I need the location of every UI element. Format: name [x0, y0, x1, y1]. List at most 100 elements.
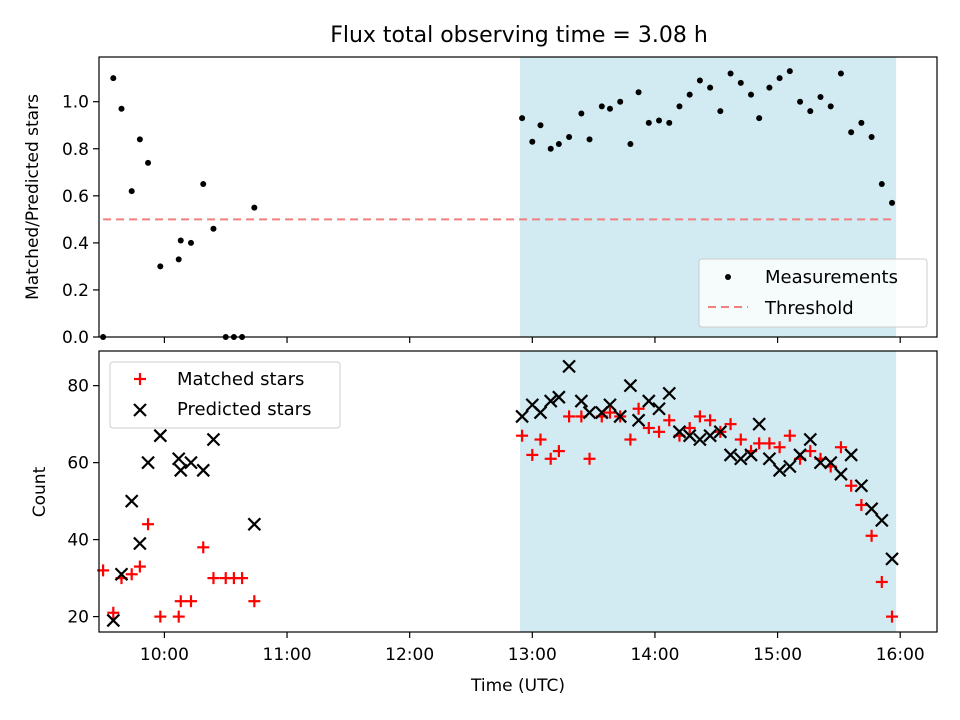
measurement-point: [817, 94, 824, 100]
measurement-point: [547, 145, 554, 152]
measurement-point: [555, 141, 562, 148]
measurement-point: [175, 256, 182, 263]
x-tick-label: 12:00: [385, 645, 434, 665]
measurement-point: [878, 181, 885, 188]
measurement-point: [766, 84, 773, 91]
matched-star-point: [693, 410, 706, 423]
predicted-star-point: [173, 463, 188, 478]
ratio-plot-frame: [98, 56, 938, 338]
y-tick-label: 0.0: [62, 328, 89, 348]
count-y-axis: 20 40 60 80: [67, 377, 99, 628]
measurement-point: [529, 138, 536, 145]
matched-star-point: [624, 433, 637, 446]
predicted-star-point: [582, 405, 597, 420]
measurement-point: [251, 204, 258, 211]
matched-star-point: [125, 568, 138, 581]
measurement-point: [837, 70, 844, 77]
matched-star-point: [783, 429, 796, 442]
measurement-point: [707, 84, 714, 91]
measurement-point: [868, 134, 875, 140]
predicted-star-point: [803, 432, 818, 447]
x-tick-label: 13:00: [508, 645, 557, 665]
predicted-star-point: [247, 517, 262, 531]
measurement-point: [889, 199, 896, 206]
measurement-point: [737, 79, 744, 86]
measurements-legend-marker: [725, 274, 731, 280]
measurement-point: [656, 117, 663, 124]
predicted-star-point: [713, 425, 728, 439]
measurement-point: [566, 134, 573, 140]
predicted-star-point: [844, 448, 858, 462]
matched-star-point: [552, 445, 565, 458]
y-tick-label: 1.0: [62, 93, 89, 113]
measurement-point: [578, 110, 585, 117]
figure-title: Flux total observing time = 3.08 h: [330, 23, 708, 48]
ratio-legend: Measurements Threshold: [698, 258, 928, 328]
measurement-point: [586, 136, 593, 143]
matched-star-point: [534, 433, 547, 446]
y-tick-label: 0.4: [62, 234, 89, 254]
predicted-star-point: [574, 394, 589, 408]
threshold-legend-label: Threshold: [764, 298, 854, 319]
matched-legend-glyph: [134, 373, 146, 385]
predicted-star-point: [875, 513, 889, 528]
matched-star-point: [886, 610, 899, 623]
predicted-star-point: [744, 448, 758, 462]
matched-star-point: [845, 479, 858, 492]
measurement-point: [848, 129, 855, 136]
matched-star-point: [583, 452, 596, 465]
matched-star-point: [207, 572, 220, 585]
measurement-point: [676, 103, 683, 110]
matched-star-point: [704, 414, 717, 427]
measurement-point: [118, 105, 125, 112]
measurement-point: [210, 225, 217, 232]
measurement-point: [200, 181, 207, 188]
measurement-point: [635, 89, 642, 96]
measurement-point: [187, 239, 194, 246]
y-tick-label: 60: [67, 454, 89, 474]
matched-star-point: [172, 610, 185, 623]
measurement-point: [627, 141, 634, 148]
measurement-point: [756, 115, 763, 122]
predicted-star-point: [723, 448, 738, 462]
y-tick-label: 0.8: [62, 140, 89, 160]
matched-star-point: [603, 406, 616, 419]
predicted-star-point: [196, 463, 211, 478]
measurement-point: [537, 122, 544, 129]
count-x-axis: 10:00 11:00 12:00 13:00 14:00 15:00 16:00: [140, 632, 925, 665]
predicted-star-point: [552, 390, 566, 404]
predicted-star-point: [613, 409, 627, 424]
matched-star-point: [563, 410, 576, 423]
predicted-star-point: [864, 502, 879, 516]
measurement-point: [606, 105, 613, 112]
measurement-point: [696, 77, 703, 84]
predicted-star-point: [834, 467, 848, 481]
count-y-axis-label: Count: [30, 466, 50, 517]
ratio-legend-box: [698, 258, 928, 328]
predicted-star-point: [642, 394, 656, 408]
matched-star-point: [544, 452, 557, 465]
predicted-star-point: [734, 452, 748, 466]
matched-legend-marker: [134, 373, 146, 385]
predicted-star-point: [793, 448, 807, 462]
matched-star-point: [763, 437, 776, 450]
ratio-y-axis-label: Matched/Predicted stars: [23, 94, 43, 300]
y-tick-label: 80: [67, 377, 89, 397]
matched-star-point: [107, 606, 120, 619]
matched-star-point: [653, 425, 666, 438]
measurement-point: [598, 103, 605, 110]
measurement-point: [807, 108, 814, 115]
predicted-star-point: [623, 378, 638, 393]
measurement-point: [727, 70, 734, 77]
measurement-point: [128, 188, 135, 195]
ratio-panel: 0.0 0.2 0.4 0.6 0.8 1.0 Matched/Predicted sta…: [23, 56, 938, 348]
matched-star-point: [133, 560, 146, 573]
predicted-star-point: [752, 417, 766, 431]
measurement-point: [145, 159, 152, 166]
measurement-point: [617, 98, 624, 105]
measurement-point: [797, 98, 804, 105]
count-plot-frame: [98, 350, 938, 633]
measurement-point: [645, 119, 652, 126]
matched-star-point: [773, 441, 786, 454]
